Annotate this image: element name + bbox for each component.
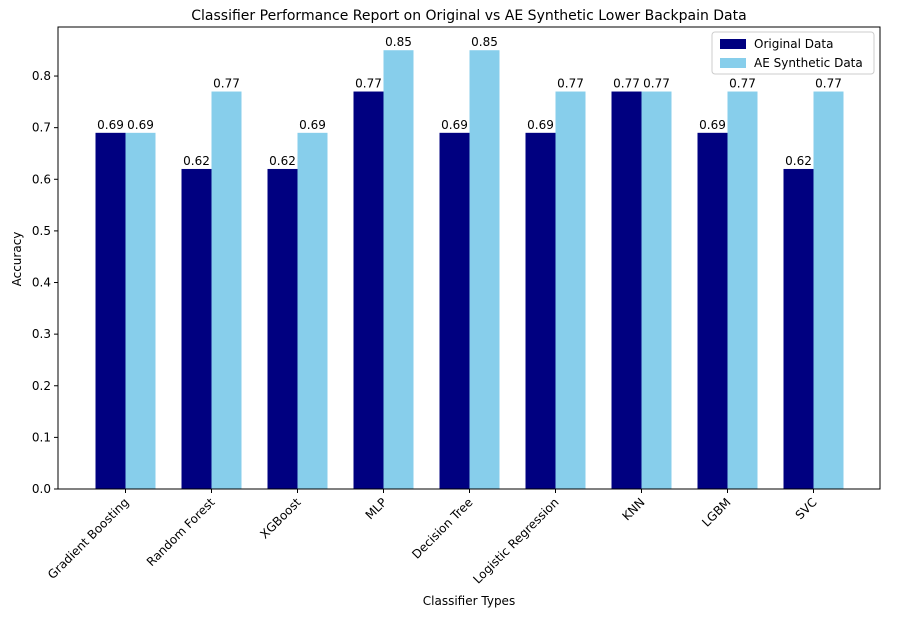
x-tick-label: Decision Tree	[409, 495, 475, 561]
bar-value-label: 0.77	[643, 77, 670, 91]
bar-original	[525, 132, 556, 489]
bar-original	[353, 91, 384, 489]
x-tick-label: Random Forest	[144, 495, 218, 569]
bar-value-label: 0.62	[785, 154, 812, 168]
bar-synthetic	[125, 132, 156, 489]
bar-synthetic	[555, 91, 586, 489]
legend-label: Original Data	[754, 37, 833, 51]
bar-original	[611, 91, 642, 489]
y-tick-label: 0.7	[32, 121, 51, 135]
bar-synthetic	[211, 91, 242, 489]
y-axis-label: Accuracy	[10, 232, 24, 287]
bar-value-label: 0.69	[97, 118, 124, 132]
bar-value-label: 0.69	[441, 118, 468, 132]
x-tick-label: Logistic Regression	[470, 495, 561, 586]
bar-original	[95, 132, 126, 489]
legend: Original Data AE Synthetic Data	[711, 31, 875, 75]
bar-value-label: 0.85	[385, 35, 412, 49]
bar-value-label: 0.69	[299, 118, 326, 132]
bar-original	[697, 132, 728, 489]
bar-value-label: 0.77	[729, 77, 756, 91]
y-tick-label: 0.1	[32, 430, 51, 444]
bar-synthetic	[641, 91, 672, 489]
plot-area: 0.0 0.1 0.2 0.3 0.4 0.5 0.6 0.7 0.8 0.69 0.62 0.62 0…	[32, 35, 844, 587]
bar-original	[783, 168, 814, 489]
x-tick-label: KNN	[619, 495, 647, 523]
bar-synthetic	[727, 91, 758, 489]
legend-box	[711, 31, 875, 75]
y-tick-label: 0.5	[32, 224, 51, 238]
bar-synthetic	[469, 50, 500, 489]
x-axis-label: Classifier Types	[423, 594, 515, 608]
bar-value-label: 0.85	[471, 35, 498, 49]
y-tick-label: 0.0	[32, 482, 51, 496]
legend-swatch	[720, 39, 746, 49]
legend-swatch	[720, 58, 746, 68]
bar-value-label: 0.62	[183, 154, 210, 168]
plot-frame	[57, 26, 881, 490]
x-tick-label: MLP	[363, 495, 390, 522]
bar-value-label: 0.77	[613, 77, 640, 91]
chart-title: Classifier Performance Report on Origina…	[191, 8, 746, 24]
bar-value-label: 0.77	[213, 77, 240, 91]
bar-synthetic	[297, 132, 328, 489]
y-tick-label: 0.4	[32, 276, 51, 290]
x-tick-label: LGBM	[699, 495, 733, 529]
x-tick-label: XGBoost	[257, 495, 303, 541]
bar-value-label: 0.77	[815, 77, 842, 91]
y-tick-label: 0.2	[32, 379, 51, 393]
y-tick-label: 0.3	[32, 327, 51, 341]
bar-value-label: 0.69	[527, 118, 554, 132]
legend-label: AE Synthetic Data	[754, 56, 863, 70]
bar-original	[439, 132, 470, 489]
bar-original	[181, 168, 212, 489]
bar-synthetic	[813, 91, 844, 489]
bar-original	[267, 168, 298, 489]
x-tick-label: SVC	[793, 495, 820, 522]
bar-value-label: 0.77	[557, 77, 584, 91]
bar-value-label: 0.77	[355, 77, 382, 91]
y-tick-label: 0.6	[32, 172, 51, 186]
bar-value-label: 0.69	[699, 118, 726, 132]
y-tick-label: 0.8	[32, 69, 51, 83]
bar-value-label: 0.62	[269, 154, 296, 168]
bar-synthetic	[383, 50, 414, 489]
x-tick-label: Gradient Boosting	[45, 495, 132, 582]
bar-value-label: 0.69	[127, 118, 154, 132]
